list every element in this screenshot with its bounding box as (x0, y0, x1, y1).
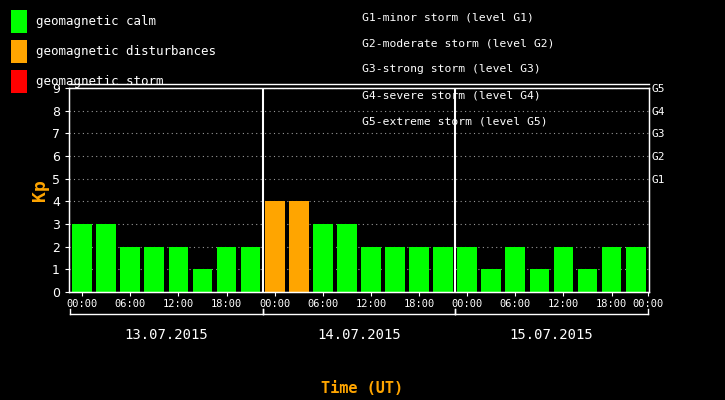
Text: 15.07.2015: 15.07.2015 (510, 328, 593, 342)
Bar (578, 269, 597, 292)
Bar (72, 224, 92, 292)
Bar (626, 247, 645, 292)
Bar (409, 247, 429, 292)
Bar (554, 247, 573, 292)
Bar (96, 224, 116, 292)
Bar (144, 247, 164, 292)
Text: 13.07.2015: 13.07.2015 (125, 328, 208, 342)
Bar (457, 247, 477, 292)
Text: geomagnetic calm: geomagnetic calm (36, 15, 156, 28)
Bar (241, 247, 260, 292)
Bar (313, 224, 333, 292)
Bar (265, 201, 284, 292)
Text: G5-extreme storm (level G5): G5-extreme storm (level G5) (362, 116, 548, 126)
Text: G4-severe storm (level G4): G4-severe storm (level G4) (362, 90, 542, 100)
Text: Time (UT): Time (UT) (321, 381, 404, 396)
Bar (434, 247, 453, 292)
Bar (289, 201, 309, 292)
Bar (602, 247, 621, 292)
Bar (217, 247, 236, 292)
Bar (193, 269, 212, 292)
Bar (168, 247, 188, 292)
Text: G3-strong storm (level G3): G3-strong storm (level G3) (362, 64, 542, 74)
Text: 14.07.2015: 14.07.2015 (317, 328, 401, 342)
Text: geomagnetic disturbances: geomagnetic disturbances (36, 45, 215, 58)
Bar (481, 269, 501, 292)
Bar (120, 247, 140, 292)
Text: geomagnetic storm: geomagnetic storm (36, 75, 163, 88)
Bar (361, 247, 381, 292)
Bar (337, 224, 357, 292)
Text: G2-moderate storm (level G2): G2-moderate storm (level G2) (362, 38, 555, 48)
Bar (505, 247, 525, 292)
Y-axis label: Kp: Kp (31, 179, 49, 201)
Text: G1-minor storm (level G1): G1-minor storm (level G1) (362, 12, 534, 22)
Bar (529, 269, 550, 292)
Bar (385, 247, 405, 292)
